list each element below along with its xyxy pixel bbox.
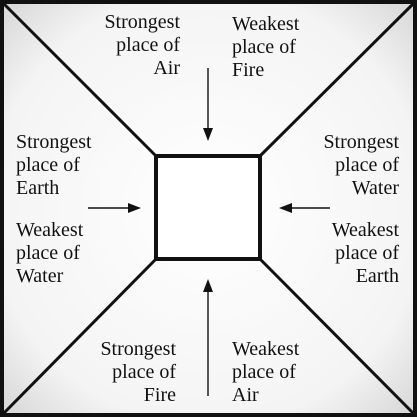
label-right-lower: Weakest place of Earth <box>331 219 399 287</box>
label-left-upper: Strongest place of Earth <box>16 131 92 199</box>
arrow-up <box>203 279 213 396</box>
label-bottom-right: Weakest place of Air <box>232 338 300 406</box>
label-top-left: Strongest place of Air <box>104 11 180 79</box>
diagonal-bottom-right <box>258 257 416 416</box>
diagonal-top-right <box>258 1 416 158</box>
label-left-lower: Weakest place of Water <box>16 219 84 287</box>
diagonal-bottom-left <box>1 257 158 416</box>
label-bottom-left: Strongest place of Fire <box>100 338 176 406</box>
arrow-right <box>88 203 141 213</box>
arrow-left <box>279 203 330 213</box>
diagonal-top-left <box>1 1 158 158</box>
label-top-right: Weakest place of Fire <box>232 13 300 81</box>
center-square <box>154 154 262 261</box>
arrow-down <box>203 68 213 141</box>
label-right-upper: Strongest place of Water <box>323 131 399 199</box>
